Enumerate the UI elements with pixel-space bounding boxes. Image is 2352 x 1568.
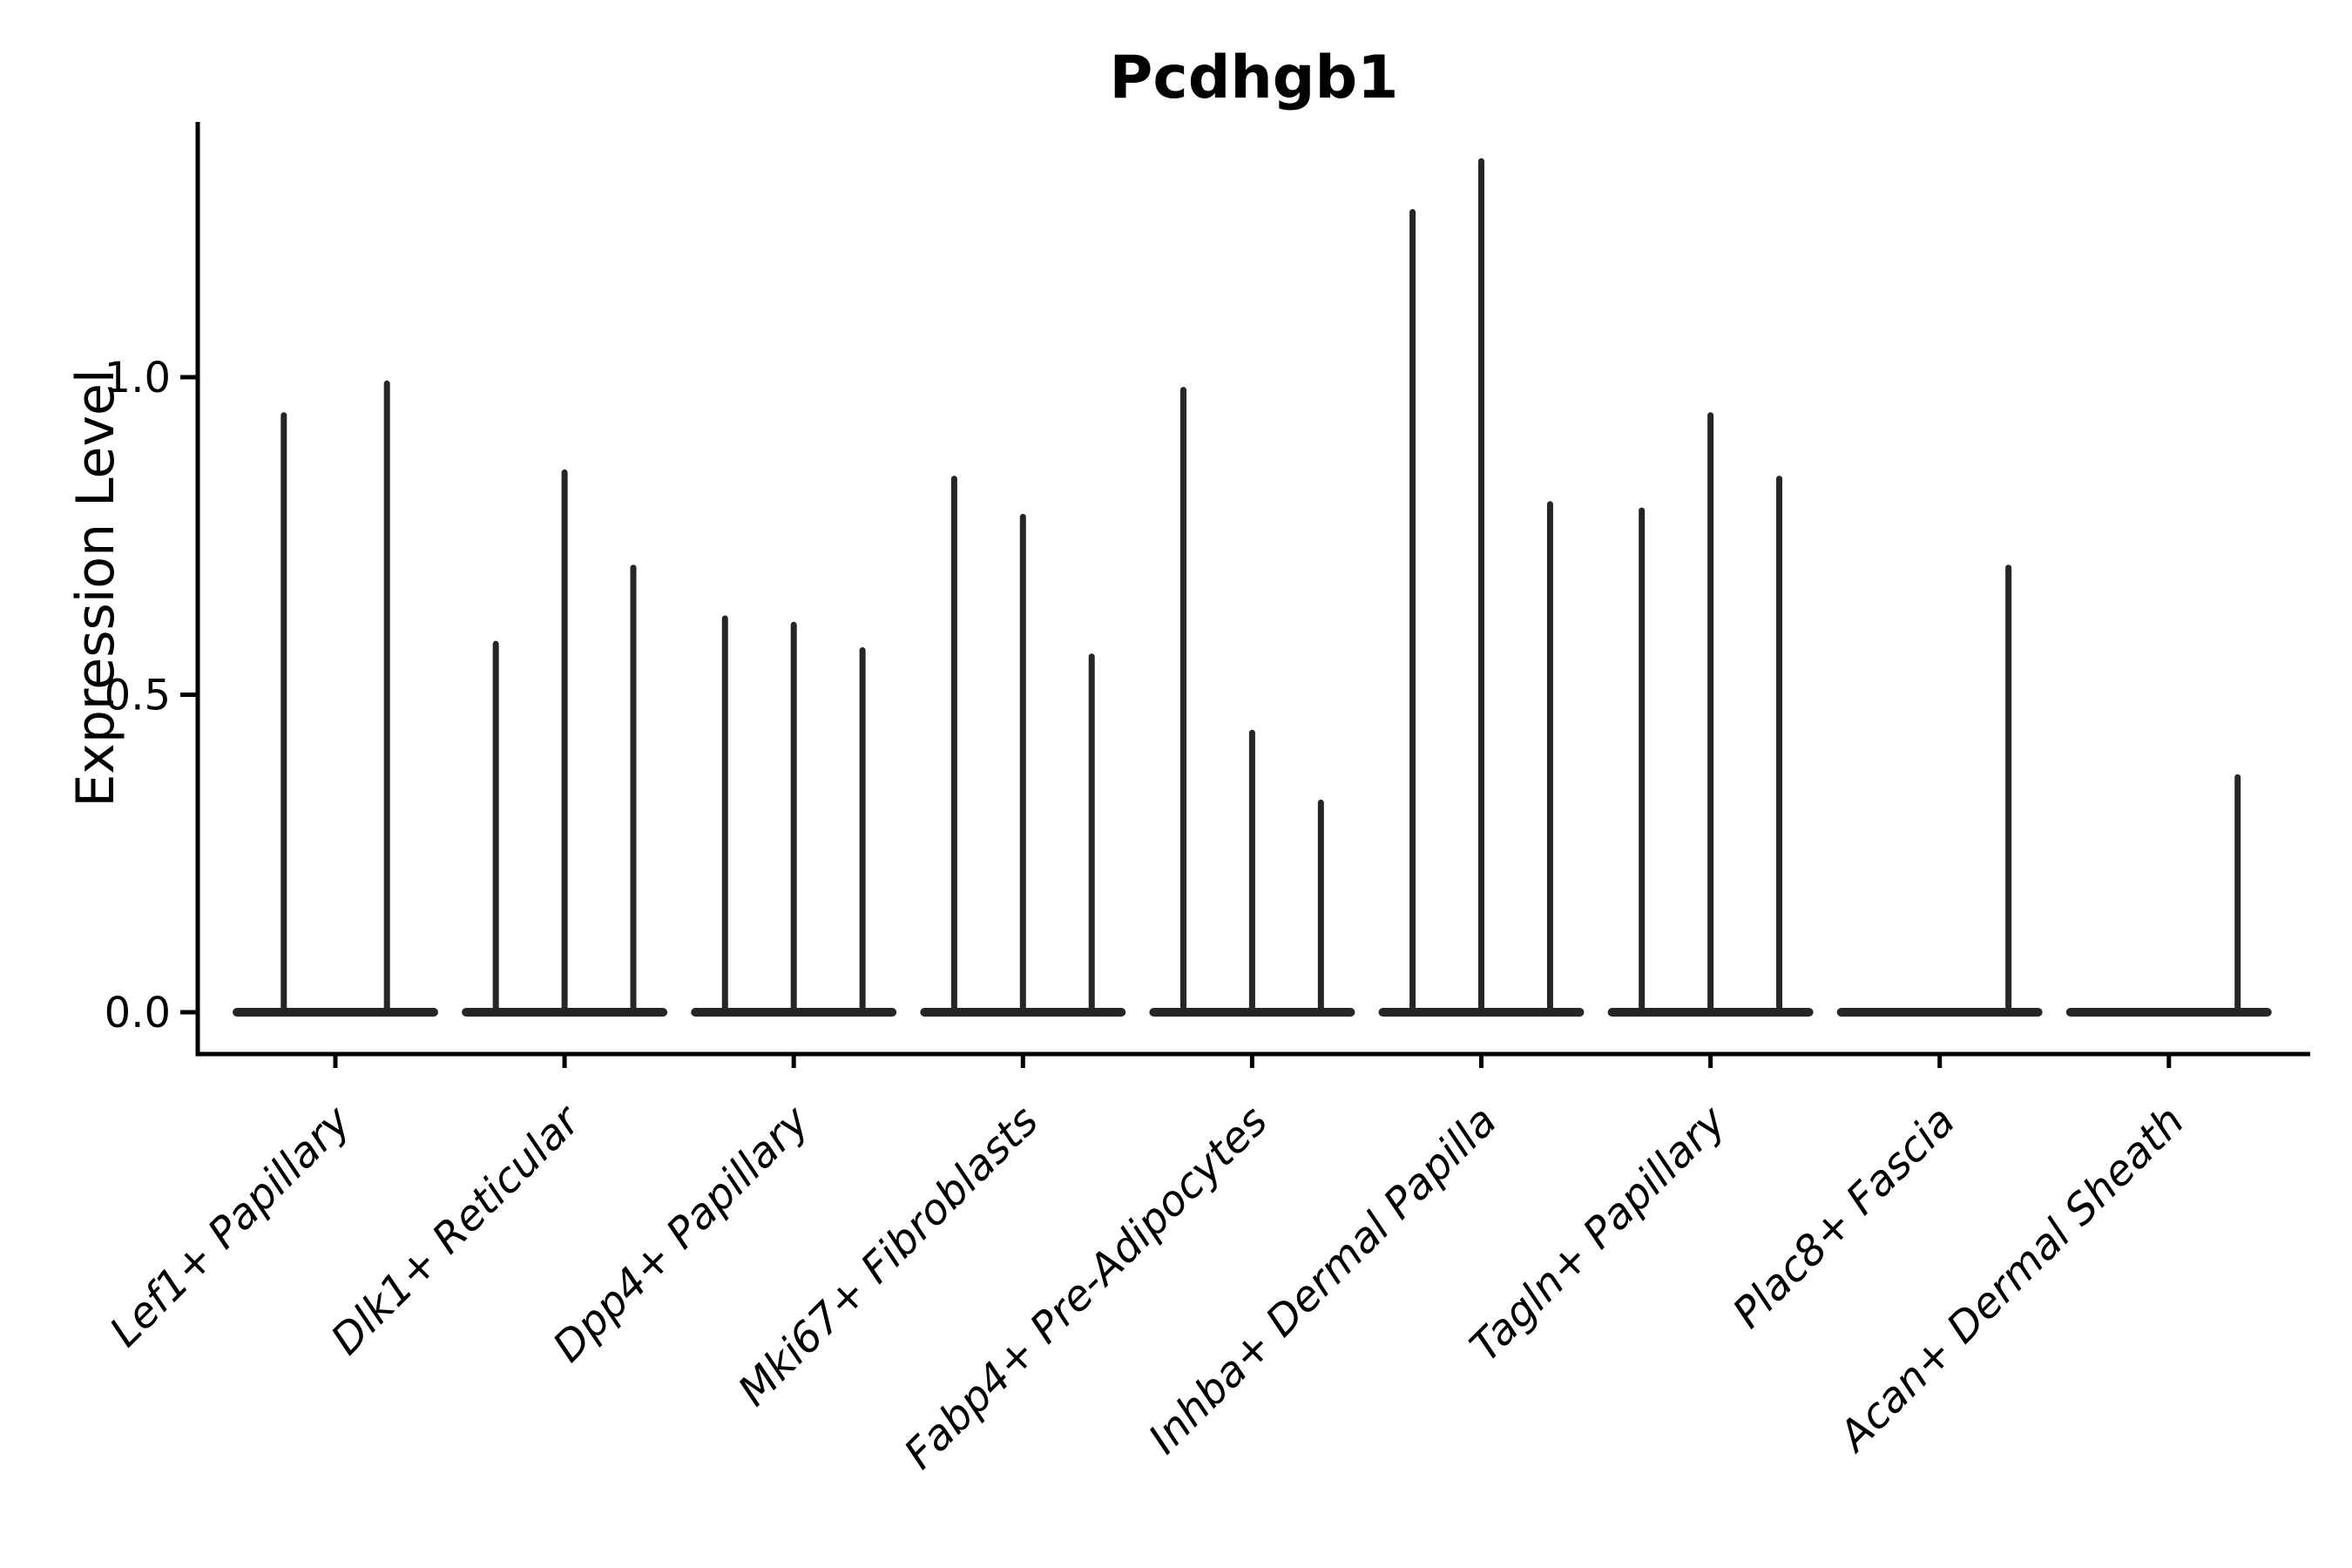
- violin-group: [462, 469, 668, 1017]
- y-tick-label: 0.5: [105, 672, 171, 720]
- violin-group: [1378, 158, 1585, 1017]
- x-tick-label: Dpp4+ Papillary: [544, 1096, 819, 1371]
- chart-title: Pcdhgb1: [1110, 44, 1399, 112]
- violin-group: [2065, 774, 2272, 1017]
- violin-baseline: [233, 1008, 438, 1017]
- x-tick-label: Tagln+ Papillary: [1461, 1096, 1736, 1371]
- y-axis-label: Expression Level: [65, 368, 126, 807]
- violin-group: [920, 476, 1126, 1017]
- violin-group: [1836, 564, 2043, 1017]
- violin-group: [691, 615, 897, 1017]
- x-tick-label: Dlk1+ Reticular: [321, 1095, 591, 1365]
- violin-baseline: [1836, 1008, 2043, 1017]
- violin-baseline: [2065, 1008, 2272, 1017]
- violin-group: [1149, 387, 1355, 1017]
- x-tick-label: Lef1+ Papillary: [100, 1096, 361, 1356]
- y-tick-label: 0.0: [105, 989, 171, 1037]
- x-tick-label: Plac8+ Fascia: [1724, 1097, 1965, 1338]
- y-tick-label: 1.0: [105, 354, 171, 402]
- violin-group: [233, 380, 438, 1017]
- x-tick-label: Fabp4+ Pre-Adipocytes: [895, 1097, 1277, 1479]
- violin-group: [1607, 412, 1814, 1017]
